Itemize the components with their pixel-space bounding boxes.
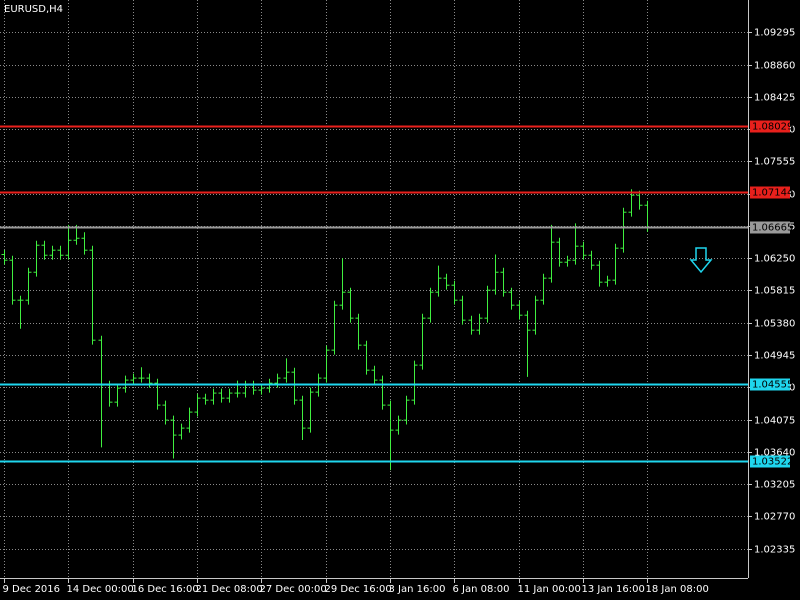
y-tick-label: 1.08860 <box>754 61 795 72</box>
level-label-box <box>750 221 790 234</box>
x-tick-label: 14 Dec 00:00 <box>67 584 134 595</box>
level-label: 1.03522 <box>752 457 793 468</box>
y-tick-label: 1.03640 <box>754 448 795 459</box>
level-label: 1.08029 <box>752 122 793 133</box>
levels <box>0 125 748 463</box>
x-tick-label: 13 Jan 16:00 <box>582 584 645 595</box>
x-tick-label: 9 Dec 2016 <box>3 584 61 595</box>
x-tick-label: 29 Dec 16:00 <box>325 584 392 595</box>
x-tick-label: 27 Dec 00:00 <box>260 584 327 595</box>
y-tick-label: 1.03205 <box>754 480 795 491</box>
x-tick-label: 3 Jan 16:00 <box>389 584 446 595</box>
y-tick-label: 1.02335 <box>754 545 795 556</box>
y-tick-label: 1.04945 <box>754 351 795 362</box>
y-tick-label: 1.08425 <box>754 93 795 104</box>
axes: 1.092951.088601.084251.079901.075551.071… <box>3 28 796 596</box>
sell-arrow <box>689 247 713 274</box>
y-tick-label: 1.02770 <box>754 512 795 523</box>
y-tick-label: 1.06250 <box>754 254 795 265</box>
level-label-box <box>750 120 790 133</box>
x-tick-label: 16 Dec 16:00 <box>132 584 199 595</box>
level-label-box <box>750 378 790 391</box>
y-tick-label: 1.05815 <box>754 286 795 297</box>
level-label: 1.04555 <box>752 380 793 391</box>
x-tick-label: 6 Jan 08:00 <box>453 584 510 595</box>
x-tick-label: 18 Jan 08:00 <box>646 584 709 595</box>
level-label-box <box>750 186 790 199</box>
level-label-box <box>750 455 790 468</box>
x-tick-label: 21 Dec 08:00 <box>196 584 263 595</box>
y-tick-label: 1.09295 <box>754 28 795 39</box>
chart-title: EURUSD,H4 <box>4 4 63 15</box>
price-bars <box>1 189 651 471</box>
x-tick-label: 11 Jan 00:00 <box>518 584 581 595</box>
y-tick-label: 1.05380 <box>754 319 795 330</box>
level-label: 1.06665 <box>752 223 793 234</box>
y-tick-label: 1.07555 <box>754 157 795 168</box>
level-label: 1.07144 <box>752 188 793 199</box>
y-tick-label: 1.04075 <box>754 416 795 427</box>
